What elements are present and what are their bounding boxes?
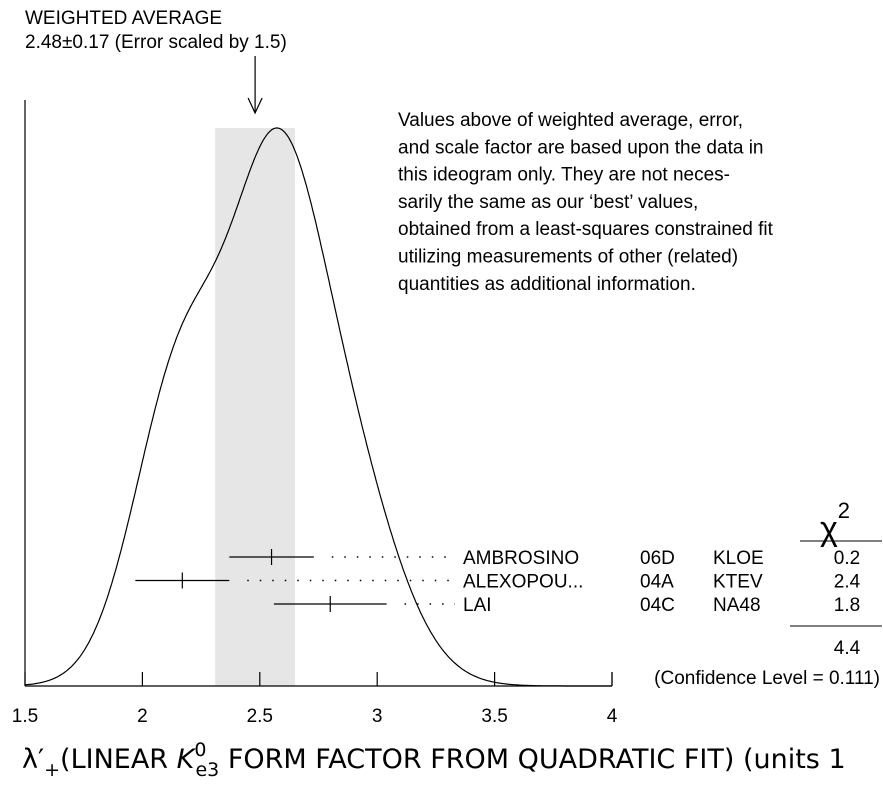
ideogram-curve — [24, 127, 612, 687]
x-tick-label: 3 — [372, 706, 383, 727]
row-name: AMBROSINO — [463, 548, 579, 569]
x-label-part: K — [177, 744, 197, 775]
confidence-level: (Confidence Level = 0.111) — [654, 668, 880, 689]
chi-header: χ2 — [820, 498, 850, 548]
x-axis-label: λ′+(LINEAR K0 e3 FORM FACTOR FROM QUADRAT… — [22, 739, 846, 781]
note-line: this ideogram only. They are not neces- — [398, 165, 730, 186]
x-tick-label: 3.5 — [481, 706, 507, 727]
x-label-part: e3 — [195, 759, 219, 781]
x-tick-label: 4 — [607, 706, 618, 727]
row-experiment: KLOE — [713, 548, 764, 569]
row-code: 04C — [640, 595, 675, 616]
row-experiment: KTEV — [713, 572, 763, 593]
note-line: and scale factor are based upon the data… — [398, 137, 763, 158]
chi-symbol: χ — [820, 510, 838, 548]
x-label-part: FORM FACTOR FROM QUADRATIC FIT) (units 1 — [219, 744, 845, 775]
x-tick-label: 1.5 — [12, 706, 38, 727]
x-label-part: λ′ — [22, 744, 44, 775]
note-line: Values above of weighted average, error, — [398, 110, 743, 131]
row-experiment: NA48 — [713, 595, 761, 616]
row-code: 04A — [640, 572, 674, 593]
note-line: utilizing measurements of other (related… — [398, 247, 738, 268]
x-label-part: + — [44, 759, 60, 781]
row-code: 06D — [640, 548, 675, 569]
row-chi2: 2.4 — [834, 572, 861, 593]
arrow-head — [247, 97, 263, 115]
row-name: LAI — [463, 595, 492, 616]
x-tick-label: 2.5 — [247, 706, 273, 727]
chart-subtitle: 2.48±0.17 (Error scaled by 1.5) — [25, 32, 287, 53]
note-line: obtained from a least-squares constraine… — [398, 219, 774, 240]
row-chi2: 1.8 — [834, 595, 860, 616]
x-label-part: (LINEAR — [60, 744, 177, 775]
row-chi2: 0.2 — [834, 548, 860, 569]
note-line: quantities as additional information. — [398, 274, 696, 295]
chi-superscript: 2 — [838, 498, 850, 523]
note-line: sarily the same as our ‘best’ values, — [398, 192, 698, 213]
average-band — [215, 128, 296, 686]
chi2-total: 4.4 — [834, 638, 861, 659]
chart-title: WEIGHTED AVERAGE — [25, 8, 222, 29]
row-name: ALEXOPOU... — [463, 572, 583, 593]
x-label-part: 0 — [194, 739, 206, 761]
x-tick-label: 2 — [137, 706, 148, 727]
